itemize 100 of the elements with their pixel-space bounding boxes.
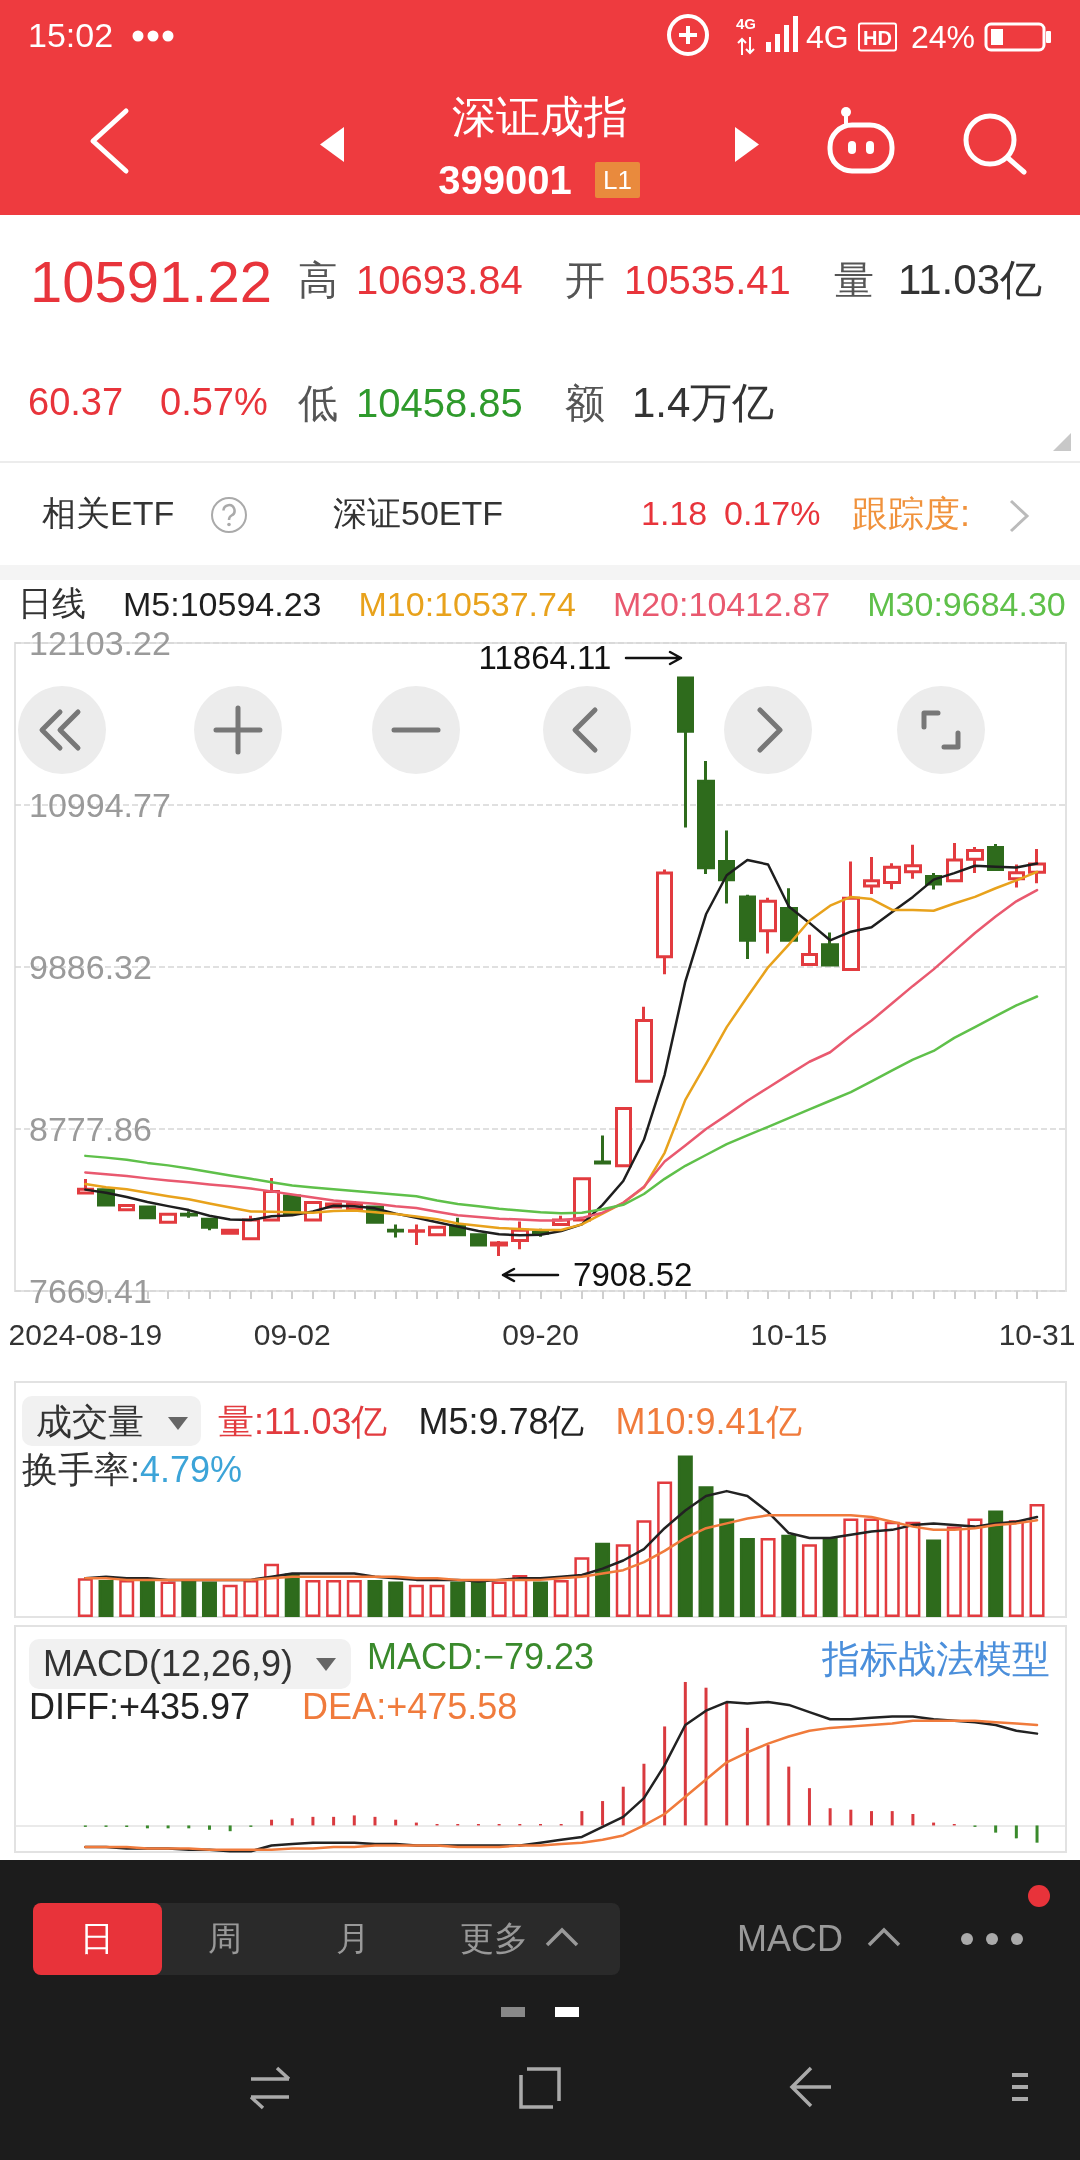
text: 高 [298, 257, 338, 303]
bar [201, 1581, 217, 1617]
text: 24% [911, 18, 976, 56]
x-tick-label: 09-20 [502, 1317, 579, 1351]
candlestick [718, 830, 735, 904]
bar [657, 1481, 673, 1617]
bar [243, 1579, 259, 1617]
bar [228, 1825, 232, 1832]
text: M20:10412.87 [612, 585, 831, 623]
bar [988, 1510, 1004, 1617]
legend-title: MACD(12,26,9) [43, 1643, 294, 1685]
bar [946, 1526, 962, 1617]
annotation: 换手率: [22, 1449, 140, 1491]
candlestick [904, 844, 922, 879]
bar [822, 1537, 838, 1617]
text: 深证50ETF [333, 494, 504, 534]
bar [264, 1563, 280, 1617]
candlestick [635, 1006, 653, 1083]
candlestick [801, 934, 818, 967]
bar [187, 1825, 191, 1829]
candlestick [697, 761, 715, 874]
bar [574, 1557, 590, 1617]
bar [1014, 1825, 1018, 1839]
bar [290, 1818, 294, 1826]
text: 周 [208, 1919, 242, 1959]
bar [781, 1534, 797, 1617]
bar [719, 1518, 735, 1617]
bar [760, 1537, 776, 1617]
text: M10:9.41亿 [615, 1400, 802, 1442]
bar [166, 1825, 170, 1829]
text: 4G [735, 15, 757, 33]
y-tick-label: 10994.77 [29, 786, 171, 824]
bar [994, 1825, 998, 1833]
candlestick [387, 1222, 404, 1240]
legend-title: 日线 [18, 584, 86, 624]
bar [326, 1579, 342, 1617]
text: 日 [80, 1919, 114, 1959]
text: MACD:−79.23 [367, 1635, 595, 1677]
candlestick [159, 1211, 177, 1225]
candlestick [739, 894, 756, 960]
y-tick-label: 12103.22 [29, 624, 171, 662]
text: DIFF:+435.97 [29, 1685, 251, 1727]
bar [663, 1726, 667, 1826]
x-tick-label: 10-31 [998, 1317, 1076, 1351]
text: M5:9.78亿 [418, 1400, 585, 1442]
legend-title: 成交量 [36, 1401, 144, 1443]
text: 月 [336, 1919, 370, 1959]
text: 10591.22 [30, 248, 272, 316]
bar [849, 1809, 853, 1826]
text: 0.57% [160, 381, 268, 425]
bar [615, 1544, 631, 1617]
bar [222, 1584, 238, 1617]
candlestick [759, 897, 777, 954]
bar [766, 1745, 770, 1826]
bar [911, 1813, 915, 1826]
text: 1.18 [641, 494, 708, 534]
bar [367, 1579, 383, 1617]
candlestick [615, 1107, 632, 1168]
text: 4G [806, 18, 849, 56]
bar [864, 1518, 880, 1617]
bar [890, 1811, 894, 1826]
annotation: 7908.52 [573, 1256, 693, 1295]
bar [870, 1811, 874, 1826]
bar [621, 1786, 625, 1826]
bar [683, 1681, 687, 1826]
bar [828, 1808, 832, 1826]
bar [745, 1727, 749, 1826]
chart-title: 深证成指 [452, 91, 628, 143]
bar [1029, 1504, 1045, 1617]
bar [926, 1539, 942, 1617]
text: 1.4万亿 [632, 378, 775, 428]
y-tick-label: 7669.41 [29, 1272, 152, 1310]
bar [801, 1544, 817, 1617]
bar [119, 1579, 135, 1617]
candlestick [656, 869, 673, 975]
bar [207, 1825, 211, 1830]
bar [77, 1578, 93, 1617]
bar [967, 1518, 983, 1617]
text: 10458.85 [356, 380, 523, 426]
text: 低 [298, 380, 338, 426]
bar [601, 1801, 605, 1826]
candlestick [842, 861, 860, 971]
candlestick [966, 847, 984, 874]
candlestick [863, 857, 880, 894]
bar [533, 1581, 548, 1617]
candlestick [139, 1204, 156, 1221]
text: L1 [595, 162, 640, 198]
bar [580, 1811, 584, 1826]
text: M5:10594.23 [123, 585, 322, 623]
candlestick [780, 888, 798, 942]
text: HD [858, 22, 897, 52]
bar [470, 1581, 486, 1617]
bar [698, 1486, 714, 1617]
text: 指标战法模型 [822, 1638, 1050, 1682]
bar [884, 1521, 900, 1617]
bar [311, 1816, 315, 1826]
bar [843, 1518, 859, 1617]
bar [450, 1581, 466, 1617]
bar [305, 1579, 321, 1617]
bar [677, 1455, 693, 1617]
